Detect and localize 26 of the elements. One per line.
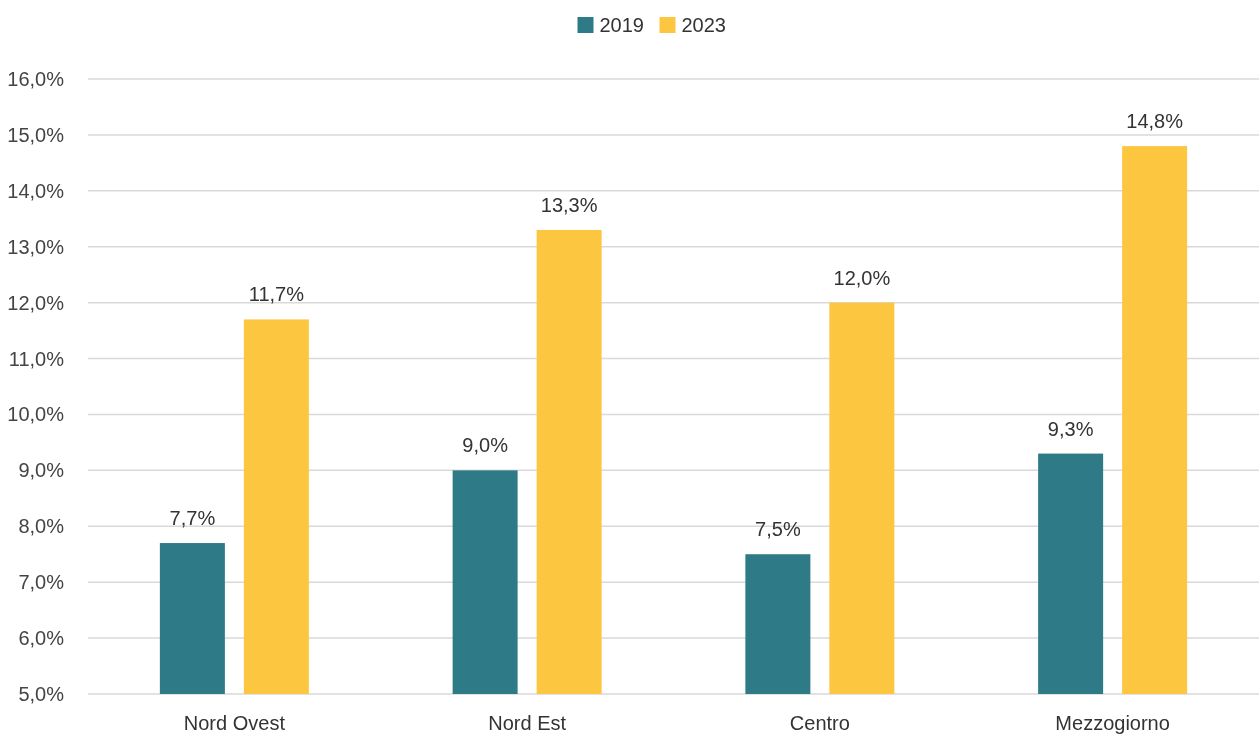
y-tick-label: 16,0% xyxy=(7,68,65,90)
data-label: 9,0% xyxy=(462,434,509,457)
y-tick-label: 6,0% xyxy=(18,627,65,650)
data-label: 12,0% xyxy=(833,266,891,289)
y-tick-label: 7,0% xyxy=(18,571,65,594)
y-tick-label: 12,0% xyxy=(7,291,65,314)
y-tick-label: 15,0% xyxy=(7,123,65,146)
x-tick-label: Centro xyxy=(789,712,850,734)
data-label: 9,3% xyxy=(1047,417,1094,440)
y-tick-label: 10,0% xyxy=(7,403,65,426)
x-tick-label: Nord Ovest xyxy=(183,712,286,734)
y-tick-label: 11,0% xyxy=(8,347,65,370)
x-tick-label: Mezzogiorno xyxy=(1055,712,1170,734)
y-tick-label: 8,0% xyxy=(18,515,65,538)
legend-label: 2023 xyxy=(681,14,726,36)
x-tick-label: Nord Est xyxy=(488,712,567,734)
data-label: 14,8% xyxy=(1126,110,1184,133)
y-tick-label: 9,0% xyxy=(18,459,65,482)
y-tick-label: 13,0% xyxy=(7,235,65,258)
data-label: 7,7% xyxy=(169,507,216,530)
y-tick-label: 14,0% xyxy=(7,179,65,202)
data-label: 11,7% xyxy=(248,283,305,306)
data-label: 7,5% xyxy=(755,518,801,541)
legend-label: 2019 xyxy=(599,14,644,36)
y-tick-label: 5,0% xyxy=(18,683,65,705)
data-label: 13,3% xyxy=(540,193,598,216)
